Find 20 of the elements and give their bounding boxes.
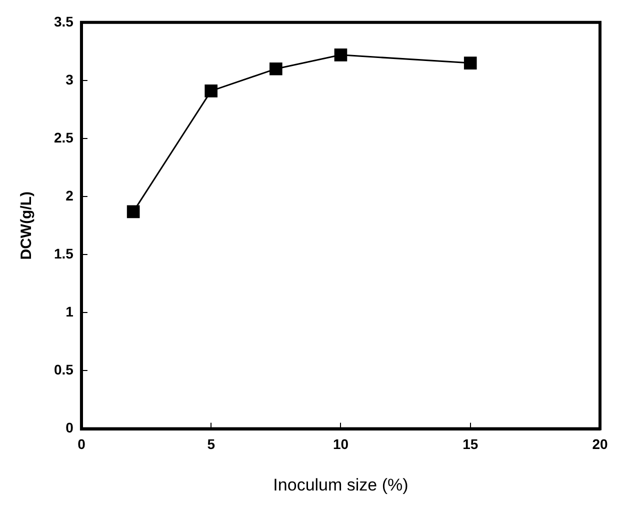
point <box>126 205 140 218</box>
x-tick-label: 10 <box>332 436 349 452</box>
x-axis-title: Inoculum size (%) <box>273 475 408 494</box>
x-tick-label: 5 <box>207 436 216 452</box>
y-tick-label: 1.5 <box>54 245 74 262</box>
y-tick-label: 0.5 <box>54 362 74 378</box>
point <box>464 56 477 70</box>
y-tick-label: 3.5 <box>54 13 74 30</box>
y-tick-label: 2.5 <box>54 129 74 146</box>
y-tick-label: 1 <box>66 304 74 320</box>
y-tick-label: 2 <box>66 187 74 204</box>
x-tick-label: 20 <box>592 436 608 452</box>
x-tick-label: 15 <box>462 436 478 452</box>
point <box>334 48 348 62</box>
point <box>270 62 282 76</box>
x-tick-label: 0 <box>78 436 86 452</box>
y-tick-label: 3 <box>66 71 74 88</box>
y-axis-title: DCW(g/L) <box>18 191 36 260</box>
y-tick-label: 0 <box>66 420 74 436</box>
point <box>204 84 218 98</box>
